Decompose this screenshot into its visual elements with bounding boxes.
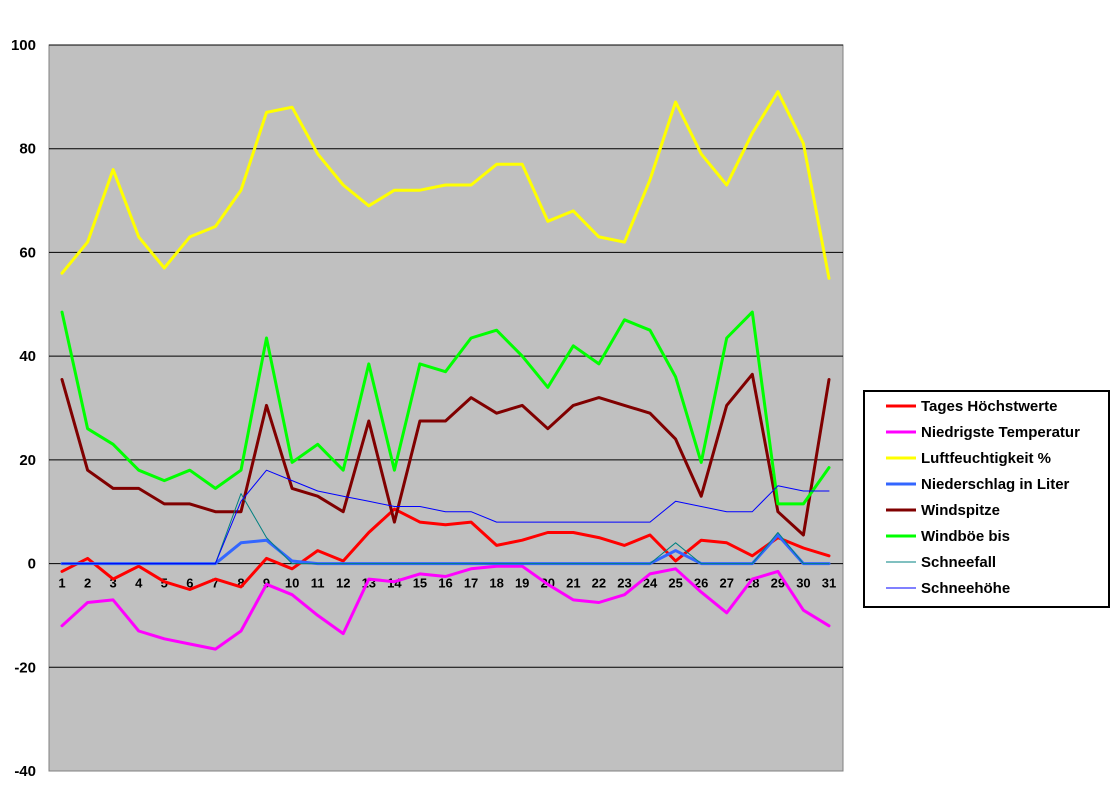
x-tick-label: 22 — [592, 576, 606, 591]
legend-label: Windböe bis — [921, 528, 1010, 545]
y-axis-tick-labels: -40 -20 0 20 40 60 80 100 — [11, 37, 36, 780]
y-tick-label: -20 — [14, 659, 36, 676]
x-tick-label: 19 — [515, 576, 529, 591]
x-tick-label: 8 — [237, 576, 244, 591]
y-tick-label: 100 — [11, 37, 36, 54]
series-luftfeuchtigkeit- — [60, 90, 831, 280]
x-tick-label: 23 — [617, 576, 631, 591]
legend-label: Schneehöhe — [921, 580, 1010, 597]
x-tick-label: 2 — [84, 576, 91, 591]
legend-label: Niedrigste Temperatur — [921, 424, 1080, 441]
series-lines — [60, 90, 831, 651]
legend-box — [863, 390, 1110, 608]
y-tick-label: 40 — [19, 348, 36, 365]
x-tick-label: 18 — [489, 576, 503, 591]
x-tick-label: 25 — [668, 576, 682, 591]
series-windb-e-bis — [60, 310, 831, 506]
x-tick-label: 27 — [719, 576, 733, 591]
series-schneeh-he — [61, 469, 830, 565]
y-tick-label: 60 — [19, 244, 36, 261]
y-tick-label: 20 — [19, 452, 36, 469]
x-tick-label: 16 — [438, 576, 452, 591]
x-tick-label: 15 — [413, 576, 427, 591]
x-tick-label: 6 — [186, 576, 193, 591]
legend-label: Schneefall — [921, 554, 996, 571]
series-tages-h-chstwerte — [60, 507, 831, 591]
x-tick-label: 21 — [566, 576, 580, 591]
legend: Tages Höchstwerte Niedrigste Temperatur Lu… — [863, 390, 1110, 608]
x-tick-label: 1 — [58, 576, 65, 591]
legend-label: Tages Höchstwerte — [921, 398, 1057, 415]
x-tick-label: 12 — [336, 576, 350, 591]
legend-label: Niederschlag in Liter — [921, 476, 1070, 493]
series-niedrigste-temperatur — [60, 564, 831, 651]
x-tick-label: 10 — [285, 576, 299, 591]
x-tick-label: 30 — [796, 576, 810, 591]
y-tick-label: 0 — [28, 556, 36, 573]
x-tick-label: 7 — [212, 576, 219, 591]
plot-area — [48, 44, 844, 772]
x-tick-label: 24 — [643, 576, 658, 591]
x-tick-label: 17 — [464, 576, 478, 591]
y-tick-label: -40 — [14, 763, 36, 780]
x-tick-label: 11 — [311, 576, 325, 591]
legend-label: Windspitze — [921, 502, 1000, 519]
legend-label: Luftfeuchtigkeit % — [921, 450, 1051, 467]
x-tick-label: 3 — [110, 576, 117, 591]
x-tick-label: 4 — [135, 576, 143, 591]
y-tick-label: 80 — [19, 141, 36, 158]
series-windspitze — [60, 372, 831, 537]
x-tick-label: 31 — [822, 576, 836, 591]
